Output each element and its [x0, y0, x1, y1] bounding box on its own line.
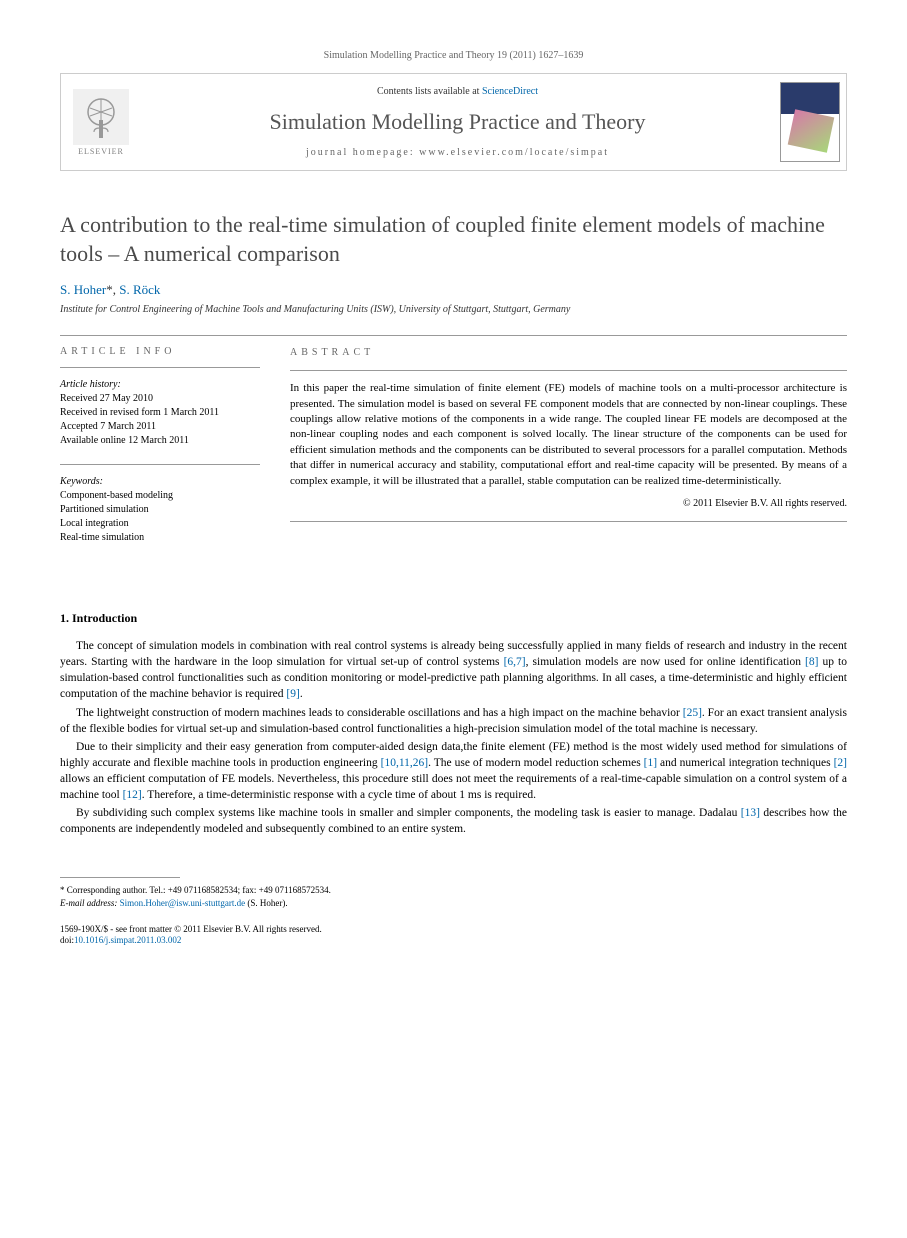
footer-block: 1569-190X/$ - see front matter © 2011 El… — [60, 924, 847, 947]
text-run: , simulation models are now used for onl… — [526, 656, 805, 668]
body-paragraph: By subdividing such complex systems like… — [60, 805, 847, 837]
ref-link[interactable]: [25] — [683, 707, 702, 719]
affiliation: Institute for Control Engineering of Mac… — [60, 304, 847, 315]
text-run: By subdividing such complex systems like… — [76, 807, 741, 819]
email-link[interactable]: Simon.Hoher@isw.uni-stuttgart.de — [120, 898, 245, 908]
homepage-line: journal homepage: www.elsevier.com/locat… — [149, 147, 766, 158]
article-title: A contribution to the real-time simulati… — [60, 211, 847, 268]
page: Simulation Modelling Practice and Theory… — [0, 0, 907, 987]
divider — [60, 464, 260, 465]
sciencedirect-link[interactable]: ScienceDirect — [482, 86, 538, 97]
ref-link[interactable]: [12] — [123, 789, 142, 801]
history-label: Article history: — [60, 378, 260, 392]
email-label: E-mail address: — [60, 898, 120, 908]
ref-link[interactable]: [2] — [834, 757, 847, 769]
contents-prefix: Contents lists available at — [377, 86, 482, 97]
keyword: Local integration — [60, 517, 260, 531]
citation-line: Simulation Modelling Practice and Theory… — [60, 50, 847, 61]
article-history-block: Article history: Received 27 May 2010 Re… — [60, 378, 260, 448]
divider — [290, 521, 847, 522]
journal-header: ELSEVIER Contents lists available at Sci… — [60, 73, 847, 171]
text-run: The lightweight construction of modern m… — [76, 707, 683, 719]
ref-link[interactable]: [9] — [286, 688, 299, 700]
accepted-date: Accepted 7 March 2011 — [60, 420, 260, 434]
revised-date: Received in revised form 1 March 2011 — [60, 406, 260, 420]
journal-name: Simulation Modelling Practice and Theory — [149, 109, 766, 135]
abstract-copyright: © 2011 Elsevier B.V. All rights reserved… — [290, 497, 847, 511]
ref-link[interactable]: [6,7] — [504, 656, 526, 668]
body-paragraph: Due to their simplicity and their easy g… — [60, 739, 847, 803]
elsevier-tree-icon — [73, 89, 129, 145]
doi-line: doi:10.1016/j.simpat.2011.03.002 — [60, 935, 847, 947]
contents-available-line: Contents lists available at ScienceDirec… — [149, 86, 766, 97]
header-center: Contents lists available at ScienceDirec… — [141, 74, 774, 170]
article-info-heading: ARTICLE INFO — [60, 346, 260, 357]
keyword: Partitioned simulation — [60, 503, 260, 517]
doi-link[interactable]: 10.1016/j.simpat.2011.03.002 — [74, 935, 181, 945]
author-link-2[interactable]: S. Röck — [119, 282, 160, 297]
abstract-column: ABSTRACT In this paper the real-time sim… — [290, 346, 847, 561]
footnote-separator — [60, 877, 180, 878]
text-run: . The use of modern model reduction sche… — [428, 757, 644, 769]
keywords-block: Keywords: Component-based modeling Parti… — [60, 475, 260, 545]
doi-label: doi: — [60, 935, 74, 945]
keyword: Component-based modeling — [60, 489, 260, 503]
divider — [60, 367, 260, 368]
email-suffix: (S. Hoher). — [245, 898, 288, 908]
abstract-heading: ABSTRACT — [290, 346, 847, 360]
journal-cover-thumb — [774, 74, 846, 170]
corresponding-author-footnote: * Corresponding author. Tel.: +49 071168… — [60, 884, 847, 909]
elsevier-logo: ELSEVIER — [61, 74, 141, 170]
issn-line: 1569-190X/$ - see front matter © 2011 El… — [60, 924, 847, 936]
divider — [290, 370, 847, 371]
info-abstract-row: ARTICLE INFO Article history: Received 2… — [60, 346, 847, 561]
ref-link[interactable]: [1] — [644, 757, 657, 769]
section-heading-intro: 1. Introduction — [60, 611, 847, 626]
keyword: Real-time simulation — [60, 531, 260, 545]
divider — [60, 335, 847, 336]
online-date: Available online 12 March 2011 — [60, 434, 260, 448]
author-sep: *, — [106, 282, 119, 297]
text-run: . Therefore, a time-deterministic respon… — [142, 789, 536, 801]
homepage-prefix: journal homepage: — [306, 147, 419, 158]
author-link-1[interactable]: S. Hoher — [60, 282, 106, 297]
ref-link[interactable]: [8] — [805, 656, 818, 668]
email-line: E-mail address: Simon.Hoher@isw.uni-stut… — [60, 897, 847, 910]
authors-line: S. Hoher*, S. Röck — [60, 282, 847, 298]
corr-author-line: * Corresponding author. Tel.: +49 071168… — [60, 884, 847, 897]
body-section: 1. Introduction The concept of simulatio… — [60, 611, 847, 837]
cover-image — [780, 82, 840, 162]
ref-link[interactable]: [13] — [741, 807, 760, 819]
body-paragraph: The concept of simulation models in comb… — [60, 638, 847, 702]
elsevier-label: ELSEVIER — [78, 147, 124, 156]
article-info-column: ARTICLE INFO Article history: Received 2… — [60, 346, 260, 561]
text-run: . — [300, 688, 303, 700]
cover-shape-icon — [788, 109, 835, 153]
text-run: and numerical integration techniques — [657, 757, 833, 769]
body-paragraph: The lightweight construction of modern m… — [60, 705, 847, 737]
keywords-label: Keywords: — [60, 475, 260, 489]
homepage-url: www.elsevier.com/locate/simpat — [419, 147, 609, 158]
abstract-text: In this paper the real-time simulation o… — [290, 381, 847, 489]
received-date: Received 27 May 2010 — [60, 392, 260, 406]
ref-link[interactable]: [10,11,26] — [381, 757, 428, 769]
